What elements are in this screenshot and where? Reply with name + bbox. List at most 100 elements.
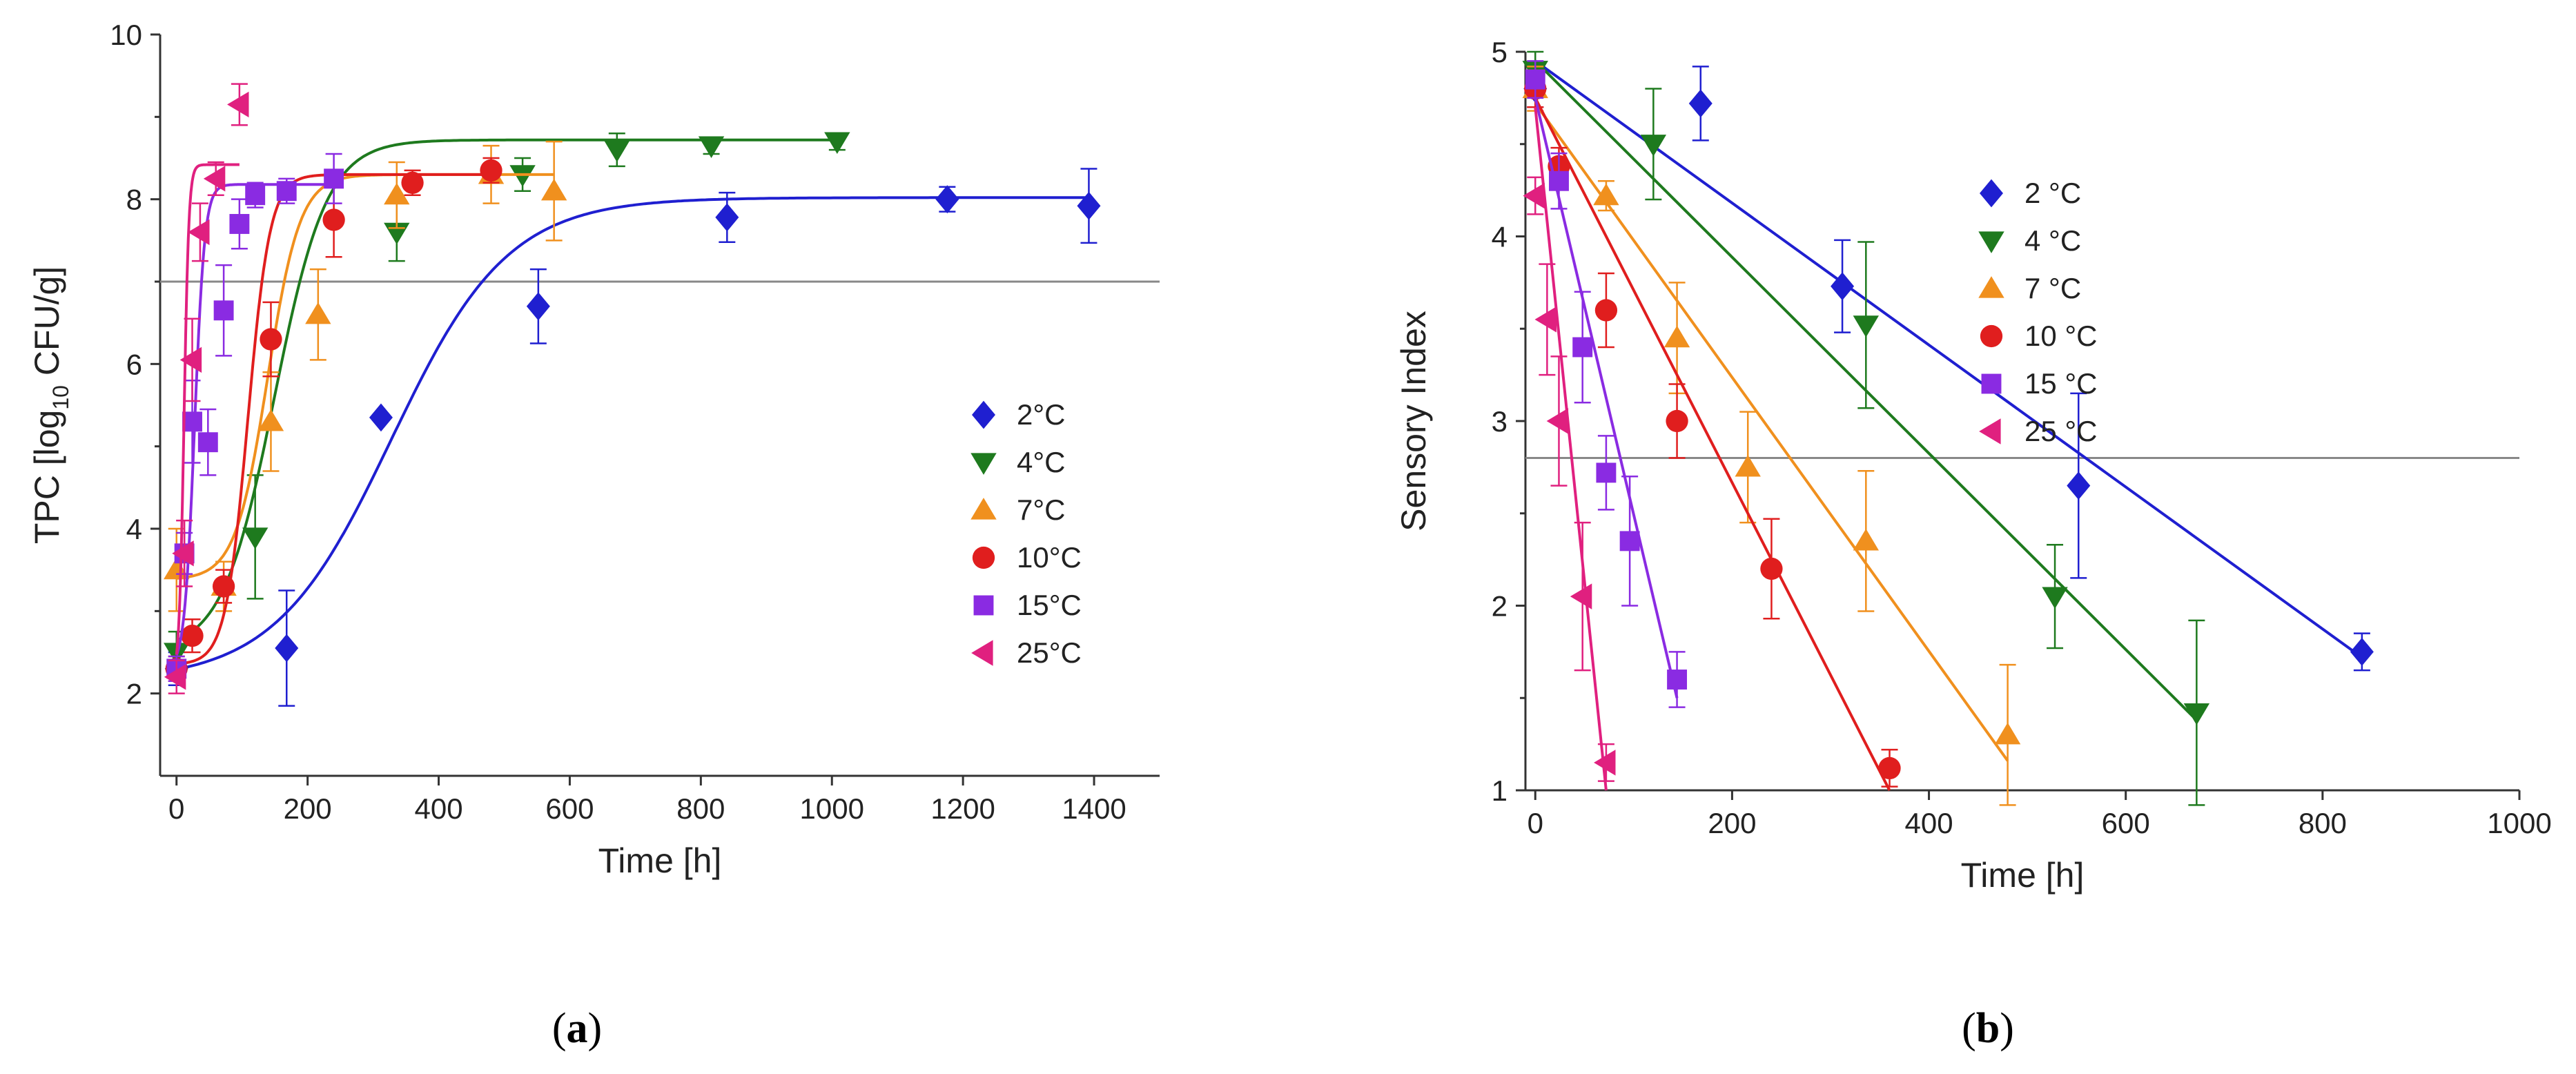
data-point xyxy=(1688,89,1713,118)
data-point xyxy=(715,203,739,232)
y-tick-label: 6 xyxy=(126,348,142,380)
legend-entry: 25°C xyxy=(1017,636,1082,669)
data-point xyxy=(824,132,850,154)
data-point xyxy=(1878,756,1901,780)
data-point xyxy=(935,185,959,214)
y-tick-label: 4 xyxy=(1492,221,1507,253)
legend-entry: 15 °C xyxy=(2024,367,2098,400)
data-point xyxy=(2042,587,2068,609)
series-10CC xyxy=(165,157,502,683)
legend-marker xyxy=(1981,373,2002,394)
data-point xyxy=(172,540,194,567)
data-point xyxy=(2350,637,2374,666)
data-point xyxy=(540,178,567,201)
panel-label: (a) xyxy=(552,1005,602,1052)
y-axis-title: TPC [log10 CFU/g] xyxy=(28,266,73,544)
y-axis-title: Sensory Index xyxy=(1394,311,1433,531)
legend-marker xyxy=(1978,276,2004,298)
x-tick-label: 1000 xyxy=(800,792,864,825)
data-point xyxy=(1667,670,1688,690)
fit-line xyxy=(1534,59,2363,659)
data-point xyxy=(1572,337,1593,358)
data-point xyxy=(1593,183,1619,206)
data-point xyxy=(305,302,331,324)
chart-panel-b: 0 200 400 600 800 1000 1 2 3 4 5 Time [h] Sensory In… xyxy=(1394,36,2552,1052)
data-point xyxy=(1853,529,1880,551)
data-point xyxy=(1619,531,1640,551)
data-point xyxy=(1663,325,1690,348)
fit-curve xyxy=(175,138,835,642)
legend-entry: 7°C xyxy=(1017,494,1066,526)
legend-marker xyxy=(1980,324,2003,348)
x-tick-label: 0 xyxy=(1528,807,1543,839)
panel-label-close: ) xyxy=(588,1005,603,1052)
y-axis-title-main: TPC [log xyxy=(28,410,66,545)
data-point xyxy=(322,208,345,231)
x-tick-label: 600 xyxy=(2102,807,2150,839)
fit-line xyxy=(1534,97,1891,791)
y-tick-label: 3 xyxy=(1492,405,1507,438)
fit-curve xyxy=(176,196,1086,671)
data-point xyxy=(2067,471,2091,500)
data-point xyxy=(401,171,424,194)
data-point xyxy=(1534,306,1557,333)
data-point xyxy=(213,300,234,321)
series-25CC xyxy=(164,83,249,694)
legend-marker xyxy=(970,498,997,520)
x-tick-label: 800 xyxy=(2299,807,2347,839)
x-tick-label: 1000 xyxy=(2487,807,2551,839)
data-point xyxy=(1666,409,1688,433)
legend-marker xyxy=(972,400,995,429)
data-point xyxy=(698,136,725,158)
legend-marker xyxy=(970,453,997,475)
legend-entry: 15°C xyxy=(1017,589,1082,621)
data-point xyxy=(1525,69,1545,90)
data-point xyxy=(1853,315,1880,338)
x-tick-label: 600 xyxy=(545,792,594,825)
chart-panel-a: 0 200 400 600 800 1000 1200 1400 2 4 6 8 10 Time [h] T… xyxy=(28,19,1160,1052)
data-point xyxy=(1596,462,1617,483)
legend-entry: 2°C xyxy=(1017,398,1066,431)
panel-label-open: ( xyxy=(1962,1005,1976,1052)
panel-label-open: ( xyxy=(552,1005,567,1052)
series-25CC xyxy=(1523,107,1616,791)
fit-line xyxy=(1534,102,2009,762)
fit-curve xyxy=(176,173,554,580)
x-axis-title: Time [h] xyxy=(1961,856,2085,895)
legend: 2 °C 4 °C 7 °C 10 °C 15 °C 25 °C xyxy=(1978,177,2098,447)
y-axis-title-unit: CFU/g] xyxy=(28,266,66,385)
y-tick-label: 8 xyxy=(126,184,142,216)
data-point xyxy=(275,634,299,663)
data-point xyxy=(203,166,226,192)
y-tick-label: 5 xyxy=(1492,36,1507,68)
legend-entry: 25 °C xyxy=(2024,415,2098,447)
data-point xyxy=(604,140,630,162)
series-4CC xyxy=(1522,50,2210,806)
y-tick-label: 2 xyxy=(126,678,142,710)
legend-marker xyxy=(1978,231,2004,253)
data-point xyxy=(1077,191,1101,220)
y-axis-title-subscript: 10 xyxy=(48,385,73,410)
panel-label-letter: b xyxy=(1976,1005,2000,1052)
series-10CC xyxy=(1524,69,1901,791)
data-point xyxy=(1760,557,1783,580)
x-tick-label: 400 xyxy=(1905,807,1953,839)
data-point xyxy=(188,219,210,246)
data-point xyxy=(480,159,502,182)
legend-marker xyxy=(972,546,995,569)
data-point xyxy=(2183,703,2210,725)
y-tick-label: 10 xyxy=(110,19,142,51)
x-tick-label: 400 xyxy=(415,792,463,825)
x-tick-label: 1200 xyxy=(930,792,995,825)
data-point xyxy=(1570,583,1592,609)
data-point xyxy=(1523,182,1545,209)
data-point xyxy=(1549,170,1569,191)
legend-marker xyxy=(1980,179,2003,208)
data-point xyxy=(1735,455,1761,477)
data-point xyxy=(182,411,202,432)
data-point xyxy=(245,185,266,206)
data-point xyxy=(384,182,410,205)
data-point xyxy=(1546,408,1569,434)
legend-marker xyxy=(973,595,994,616)
